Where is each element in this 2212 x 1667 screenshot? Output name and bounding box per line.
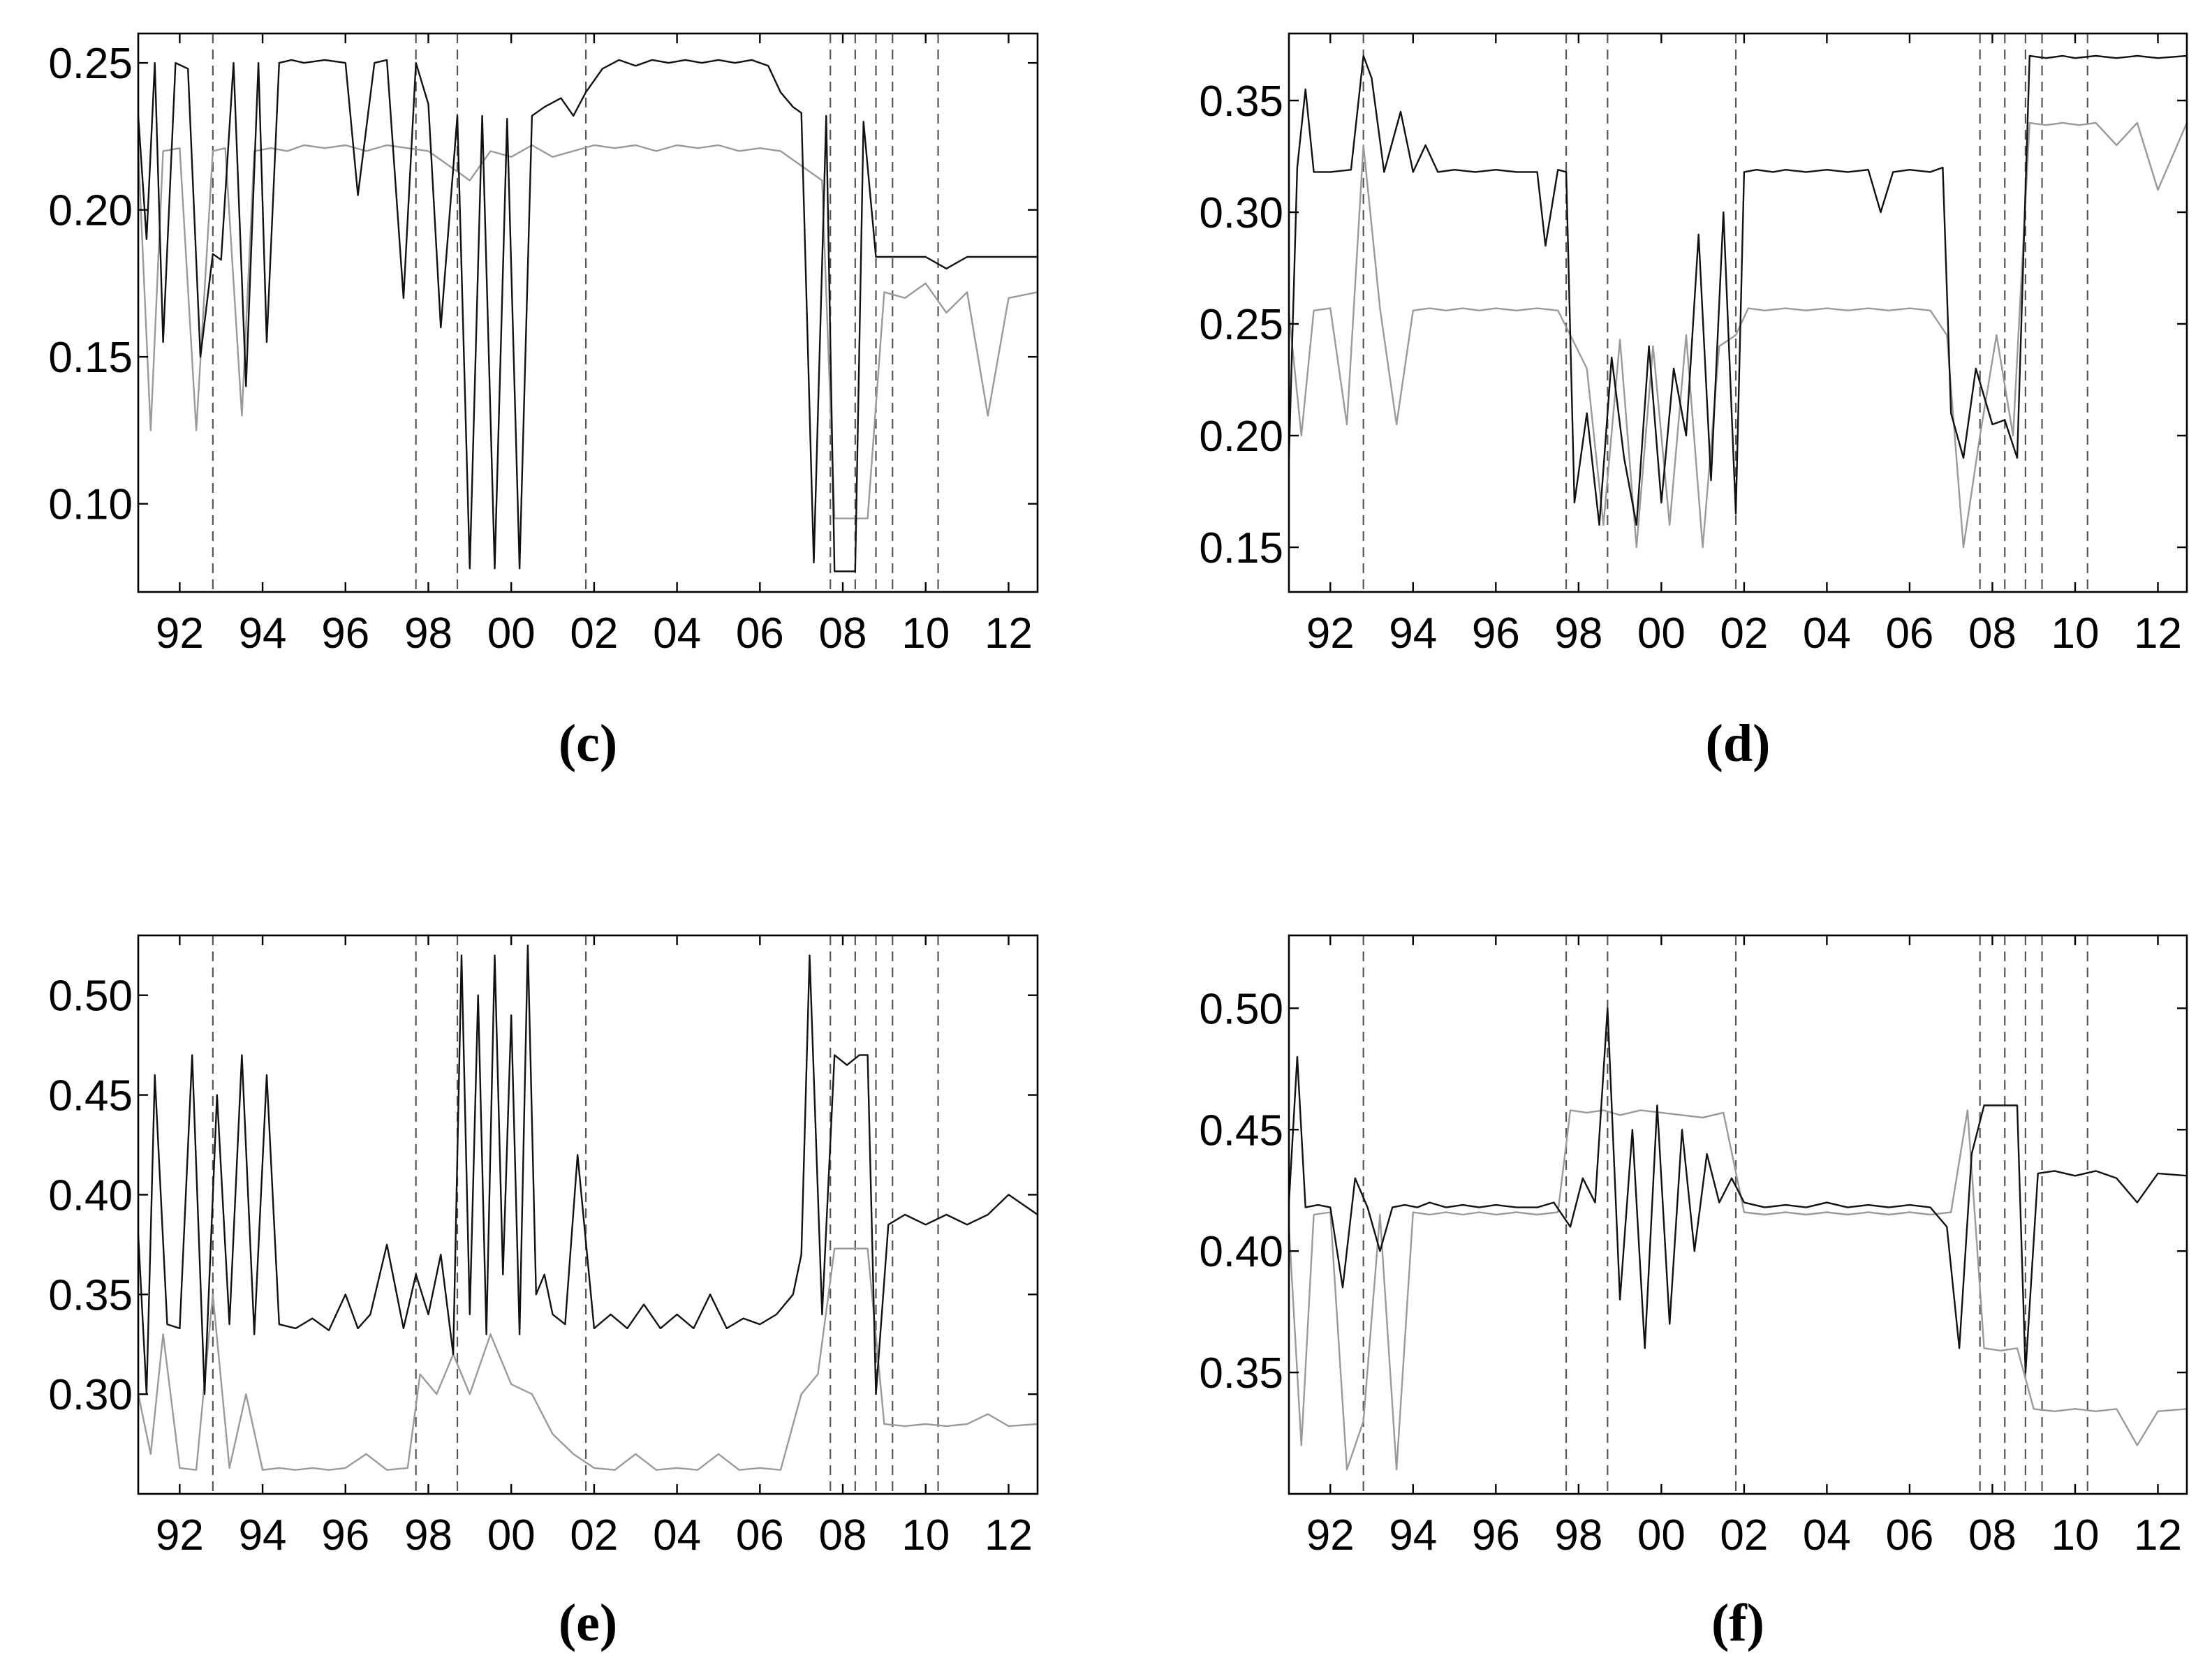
plot-frame [1288, 32, 2188, 593]
y-tick-label: 0.30 [48, 1371, 133, 1419]
x-tick-label: 02 [1720, 609, 1768, 658]
y-tick-label: 0.40 [48, 1171, 133, 1220]
x-tick-label: 04 [1803, 1511, 1851, 1559]
x-tick-label: 04 [1803, 609, 1851, 658]
x-tick-label: 96 [321, 609, 369, 658]
series-line-light [138, 1247, 1038, 1471]
x-tick-label: 98 [1554, 609, 1602, 658]
x-tick-label: 08 [1968, 609, 2016, 658]
x-tick-label: 02 [570, 609, 618, 658]
y-tick-label: 0.15 [1199, 524, 1283, 572]
x-tick-label: 96 [321, 1511, 369, 1559]
x-tick-label: 12 [2134, 1511, 2182, 1559]
x-tick-label: 94 [1389, 1511, 1437, 1559]
x-tick-label: 12 [985, 609, 1033, 658]
y-tick-label: 0.35 [1199, 77, 1283, 126]
x-tick-label: 04 [653, 1511, 701, 1559]
x-tick-label: 96 [1472, 1511, 1520, 1559]
x-tick-label: 02 [1720, 1511, 1768, 1559]
y-tick-label: 0.35 [1199, 1349, 1283, 1398]
chart-panel-e: 0.30 0.35 0.40 0.45 0.50 92 94 96 98 00 02 04 06 08 10… [48, 934, 1039, 1652]
x-tick-label: 94 [239, 609, 287, 658]
y-tick-label: 0.25 [1199, 301, 1283, 349]
x-tick-label: 10 [901, 609, 950, 658]
x-tick-label: 10 [901, 1511, 950, 1559]
x-tick-label: 00 [487, 609, 536, 658]
series-line-dark [1289, 54, 2187, 526]
y-tick-label: 0.35 [48, 1271, 133, 1319]
panel-caption: (d) [1706, 714, 1771, 773]
x-tick-label: 92 [1306, 609, 1355, 658]
x-tick-label: 94 [1389, 609, 1437, 658]
x-tick-label: 12 [985, 1511, 1033, 1559]
y-tick-label: 0.50 [1199, 985, 1283, 1033]
x-tick-label: 08 [819, 609, 867, 658]
x-tick-label: 10 [2051, 1511, 2100, 1559]
x-tick-label: 92 [156, 1511, 204, 1559]
x-tick-label: 06 [736, 1511, 784, 1559]
series-line-light [1289, 121, 2187, 549]
y-tick-label: 0.15 [48, 334, 133, 382]
x-tick-label: 00 [1637, 1511, 1686, 1559]
x-tick-label: 12 [2134, 609, 2182, 658]
x-tick-label: 10 [2051, 609, 2100, 658]
x-tick-label: 94 [239, 1511, 287, 1559]
chart-panel-c: 0.10 0.15 0.20 0.25 92 94 96 98 00 02 04 06 08 10 12 (c… [48, 32, 1039, 773]
y-tick-label: 0.10 [48, 481, 133, 529]
x-tick-label: 96 [1472, 609, 1520, 658]
panel-caption: (f) [1711, 1594, 1764, 1652]
x-tick-label: 00 [1637, 609, 1686, 658]
panel-caption: (c) [559, 714, 617, 773]
y-tick-label: 0.45 [1199, 1106, 1283, 1155]
x-tick-label: 98 [404, 1511, 452, 1559]
plot-frame [137, 934, 1039, 1495]
series-line-dark [138, 59, 1038, 572]
panels: 0.10 0.15 0.20 0.25 92 94 96 98 00 02 04 06 08 10 12 (c… [48, 32, 2188, 1652]
y-tick-label: 0.40 [1199, 1228, 1283, 1276]
x-tick-label: 00 [487, 1511, 536, 1559]
plot-frame [137, 32, 1039, 593]
y-tick-label: 0.50 [48, 972, 133, 1021]
x-tick-label: 98 [1554, 1511, 1602, 1559]
x-tick-label: 98 [404, 609, 452, 658]
x-tick-label: 04 [653, 609, 701, 658]
x-tick-label: 06 [1885, 609, 1933, 658]
series-line-light [1289, 1109, 2187, 1471]
x-tick-label: 92 [156, 609, 204, 658]
y-tick-label: 0.45 [48, 1072, 133, 1120]
x-tick-label: 06 [1885, 1511, 1933, 1559]
series-line-dark [138, 944, 1038, 1395]
y-tick-label: 0.25 [48, 40, 133, 88]
chart-panel-f: 0.35 0.40 0.45 0.50 92 94 96 98 00 02 04 06 08 10 12 (f… [1199, 934, 2188, 1652]
panel-caption: (e) [559, 1594, 617, 1652]
series-line-dark [1289, 1007, 2187, 1374]
y-tick-label: 0.20 [48, 187, 133, 235]
y-tick-label: 0.30 [1199, 189, 1283, 237]
series-line-light [138, 144, 1038, 519]
plot-frame [1288, 934, 2188, 1495]
x-tick-label: 08 [1968, 1511, 2016, 1559]
x-tick-label: 06 [736, 609, 784, 658]
chart-panel-d: 0.15 0.20 0.25 0.30 0.35 92 94 96 98 00 02 04 06 08 10… [1199, 32, 2188, 773]
x-tick-label: 08 [819, 1511, 867, 1559]
x-tick-label: 92 [1306, 1511, 1355, 1559]
x-tick-label: 02 [570, 1511, 618, 1559]
y-tick-label: 0.20 [1199, 413, 1283, 461]
